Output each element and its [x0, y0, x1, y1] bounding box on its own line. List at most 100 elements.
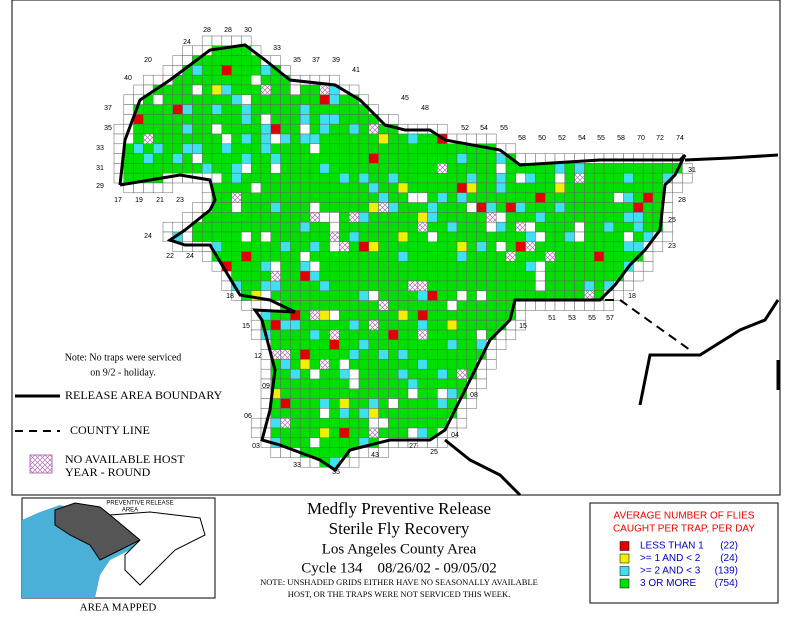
grid-cell — [476, 378, 487, 390]
grid-cell — [290, 192, 301, 203]
grid-cell — [309, 251, 321, 262]
grid-cell — [368, 290, 379, 301]
grid-cell — [437, 212, 448, 223]
grid-cell — [172, 104, 183, 115]
grid-cell — [162, 114, 174, 125]
grid-cell — [456, 359, 468, 370]
grid-cell — [535, 280, 546, 292]
grid-cell — [299, 457, 311, 468]
grid-cell — [329, 359, 340, 370]
grid-cell — [348, 457, 360, 468]
grid-cell — [584, 182, 595, 194]
grid-cell — [172, 221, 183, 233]
grid-cell — [584, 221, 595, 233]
edge-label: 39 — [332, 57, 340, 64]
grid-cell — [192, 153, 203, 164]
edge-label: 23 — [176, 197, 184, 204]
grid-cell — [388, 310, 399, 321]
grid-cell — [358, 417, 370, 429]
grid-cell — [182, 94, 193, 105]
grid-cell — [672, 182, 683, 194]
grid-cell — [231, 65, 242, 76]
grid-cell — [250, 212, 262, 223]
grid-cell — [446, 378, 458, 390]
grid-cell — [427, 231, 438, 243]
grid-cell — [397, 192, 409, 203]
edge-label: 08 — [470, 392, 478, 399]
grid-cell — [260, 163, 272, 174]
grid-cell — [633, 261, 644, 272]
grid-cell — [427, 270, 438, 282]
grid-cell — [290, 437, 301, 448]
grid-cell — [466, 290, 477, 301]
grid-cell — [270, 192, 281, 203]
grid-cell — [280, 143, 291, 154]
grid-cell — [348, 192, 360, 203]
grid-cell — [388, 378, 399, 390]
grid-cell — [319, 153, 330, 164]
grid-cell — [633, 202, 644, 213]
grid-cell — [182, 123, 193, 135]
grid-cell — [437, 163, 448, 174]
grid-cell — [368, 329, 379, 341]
grid-cell — [348, 123, 360, 135]
key-swatch — [619, 566, 630, 576]
grid-cell — [241, 55, 252, 66]
edge-label: 58 — [617, 135, 625, 142]
grid-cell — [378, 310, 389, 321]
edge-label: 51 — [548, 315, 556, 322]
grid-cell — [437, 202, 448, 213]
grid-cell — [280, 319, 291, 331]
grid-cell — [241, 153, 252, 164]
grid-cell — [476, 133, 487, 145]
grid-cell — [368, 172, 379, 184]
grid-cell — [466, 319, 477, 331]
grid-cell — [290, 270, 301, 282]
grid-cell — [221, 94, 232, 105]
grid-cell — [348, 359, 360, 370]
edge-label: 55 — [597, 135, 605, 142]
grid-cell — [280, 172, 291, 184]
grid-cell — [319, 251, 330, 262]
grid-cell — [290, 231, 301, 243]
grid-cell — [584, 270, 595, 282]
grid-cell — [437, 290, 448, 301]
grid-cell — [299, 319, 311, 331]
grid-cell — [407, 339, 419, 350]
grid-cell — [623, 251, 634, 262]
grid-cell — [407, 241, 419, 252]
grid-cell — [280, 133, 291, 145]
grid-cell — [329, 319, 340, 331]
grid-cell — [241, 251, 252, 262]
edge-label: 48 — [421, 105, 429, 112]
grid-cell — [221, 251, 232, 262]
grid-cell — [603, 172, 615, 184]
grid-cell — [368, 221, 379, 233]
grid-cell — [162, 221, 174, 233]
grid-cell — [525, 153, 536, 164]
grid-cell — [525, 241, 536, 252]
grid-cell — [299, 212, 311, 223]
grid-cell — [309, 270, 321, 282]
key-swatch — [619, 553, 630, 564]
edge-label: 24 — [144, 233, 152, 240]
grid-cell — [172, 55, 183, 66]
grid-cell — [456, 241, 468, 252]
grid-cell — [446, 202, 458, 213]
grid-cell — [564, 182, 575, 194]
grid-cell — [505, 163, 517, 174]
grid-cell — [329, 261, 340, 272]
grid-cell — [250, 74, 262, 86]
grid-cell — [515, 270, 526, 282]
grid-cell — [329, 182, 340, 194]
grid-cell — [280, 398, 291, 409]
grid-cell — [613, 241, 624, 252]
grid-cell — [201, 221, 213, 233]
grid-cell — [290, 172, 301, 184]
grid-cell — [221, 104, 232, 115]
grid-cell — [495, 310, 507, 321]
grid-cell — [329, 153, 340, 164]
grid-cell — [437, 388, 448, 399]
grid-cell — [250, 133, 262, 145]
grid-cell — [299, 172, 311, 184]
